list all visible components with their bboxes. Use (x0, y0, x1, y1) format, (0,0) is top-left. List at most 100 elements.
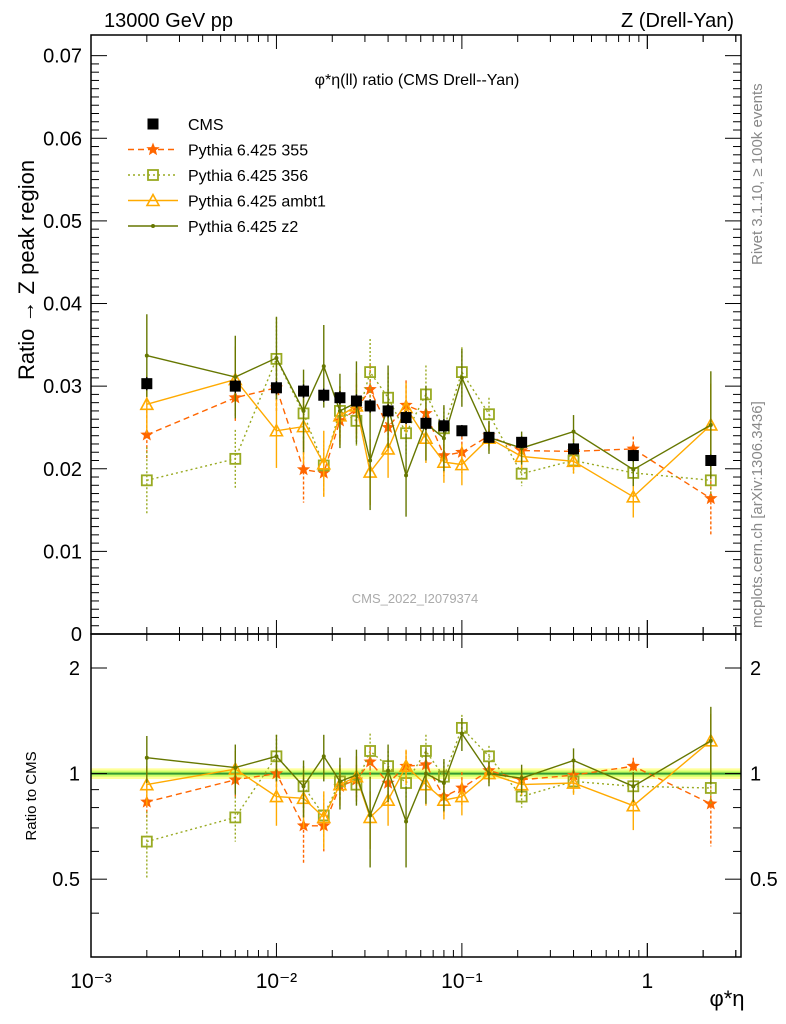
top-point-z2 (337, 408, 342, 413)
top-point-z2 (708, 422, 713, 427)
series-layer (139, 314, 719, 880)
bottom-point-p355 (626, 759, 640, 772)
top-point-z2 (274, 356, 279, 361)
top-point-cms (334, 392, 346, 404)
header-left: 13000 GeV pp (104, 10, 233, 32)
x-axis-title-text: φ*η (709, 986, 744, 1011)
top-point-cms (627, 450, 639, 462)
bottom-point-p356 (364, 745, 377, 757)
top-line-ambt1 (146, 378, 712, 498)
y-tick-label: 0.05 (43, 211, 82, 233)
bottom-point-ambt1 (398, 758, 414, 772)
legend-entry-p355: Pythia 6.425 355 (128, 142, 308, 160)
top-point-ambt1 (316, 456, 332, 470)
top-point-cms (298, 385, 310, 397)
top-point-p356 (229, 452, 242, 465)
legend-label: Pythia 6.425 356 (188, 168, 308, 185)
top-point-cms (318, 389, 330, 401)
mcplots-label: mcplots.cern.ch [arXiv:1306.3436] (749, 401, 766, 628)
y-tick-label: 0 (71, 624, 82, 646)
bottom-point-z2 (354, 773, 359, 778)
legend-marker-cms (147, 118, 159, 130)
top-series-ambt1 (139, 346, 719, 518)
bottom-series-z2 (144, 706, 713, 868)
legend-marker-p355 (146, 142, 160, 156)
top-point-z2 (233, 375, 238, 380)
top-point-z2 (404, 473, 409, 478)
top-point-ambt1 (625, 489, 641, 503)
top-point-cms (456, 425, 468, 437)
bottom-line-z2 (146, 732, 712, 824)
legend-label: Pythia 6.425 z2 (188, 219, 298, 236)
top-point-p355 (626, 441, 640, 455)
y-tick-label: 0.03 (43, 376, 82, 398)
top-point-p355 (140, 427, 154, 441)
bottom-point-ambt1 (454, 788, 470, 803)
y-tick-label-right: 0.5 (750, 869, 778, 891)
bottom-point-ambt1 (625, 798, 641, 812)
legend-marker-p356 (147, 169, 159, 181)
legend-entry-z2: Pythia 6.425 z2 (128, 219, 298, 236)
y-tick-label: 0.04 (43, 294, 82, 316)
plot-title: φ*η(ll) ratio (CMS Drell--Yan) (315, 72, 520, 89)
top-line-p356 (146, 357, 711, 481)
bottom-point-ambt1 (566, 775, 581, 789)
y-tick-label-right: 1 (750, 764, 761, 786)
legend-label: Pythia 6.425 355 (188, 143, 308, 160)
bottom-ylabel: Ratio to CMS (23, 751, 40, 840)
legend-marker-z2 (151, 224, 155, 228)
bottom-line-p355 (146, 760, 712, 827)
bottom-point-z2 (274, 754, 279, 759)
x-tick-label: 10⁻¹ (441, 970, 482, 993)
bottom-line-ambt1 (146, 740, 712, 819)
bottom-series-p356 (140, 714, 717, 880)
bottom-point-z2 (368, 813, 373, 818)
top-point-cms (229, 380, 241, 392)
top-point-ambt1 (380, 441, 396, 455)
bottom-point-ambt1 (380, 792, 396, 806)
top-point-cms (350, 395, 362, 407)
bottom-point-z2 (631, 784, 636, 789)
top-point-cms (516, 436, 528, 448)
bottom-point-z2 (144, 755, 149, 760)
top-point-z2 (301, 408, 306, 413)
bottom-series-p355 (140, 747, 718, 865)
bottom-point-z2 (441, 781, 446, 786)
top-point-z2 (459, 375, 464, 380)
y-tick-label-right: 2 (750, 658, 761, 680)
analysis-watermark: CMS_2022_I2079374 (352, 591, 479, 606)
y-tick-label: 0.01 (43, 541, 82, 563)
bottom-point-z2 (404, 819, 409, 824)
bottom-point-p356 (140, 835, 153, 848)
top-ylabel: Ratio → Z peak region (14, 160, 39, 380)
top-point-ambt1 (566, 453, 581, 468)
top-point-p355 (296, 462, 311, 476)
bottom-point-p356 (229, 811, 242, 824)
top-point-p356 (364, 366, 377, 378)
bottom-point-z2 (708, 738, 713, 743)
rivet-label: Rivet 3.1.10, ≥ 100k events (749, 83, 766, 265)
bottom-point-z2 (571, 758, 576, 763)
bottom-point-z2 (337, 779, 342, 784)
x-tick-label: 1 (641, 970, 653, 993)
top-point-cms (382, 405, 394, 417)
top-point-p355 (704, 491, 718, 505)
top-point-z2 (441, 436, 446, 441)
legend-label: CMS (188, 117, 224, 134)
y-tick-label: 1 (69, 764, 80, 786)
y-tick-label: 0.06 (43, 128, 82, 150)
bottom-line-p356 (146, 726, 711, 843)
axes-layer: 10⁻³ 10⁻² 10⁻¹ 1 0 0.01 0.02 0.03 0.04 0.05 0.06 0.… (43, 34, 778, 993)
legend-entry-p356: Pythia 6.425 356 (128, 168, 308, 185)
y-tick-label: 0.07 (43, 46, 82, 68)
top-point-cms (364, 400, 376, 412)
bottom-point-ambt1 (139, 776, 155, 791)
top-point-z2 (321, 364, 326, 369)
top-point-cms (483, 431, 495, 443)
top-point-z2 (571, 429, 576, 434)
top-point-ambt1 (269, 423, 284, 437)
top-point-cms (141, 378, 153, 390)
legend-entry-ambt1: Pythia 6.425 ambt1 (128, 192, 326, 211)
top-point-p356 (483, 408, 495, 421)
